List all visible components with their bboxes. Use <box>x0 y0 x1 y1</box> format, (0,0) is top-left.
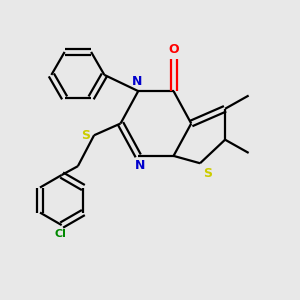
Text: S: S <box>203 167 212 180</box>
Text: S: S <box>81 129 90 142</box>
Text: Cl: Cl <box>54 229 66 238</box>
Text: N: N <box>132 75 142 88</box>
Text: N: N <box>134 159 145 172</box>
Text: O: O <box>168 43 179 56</box>
